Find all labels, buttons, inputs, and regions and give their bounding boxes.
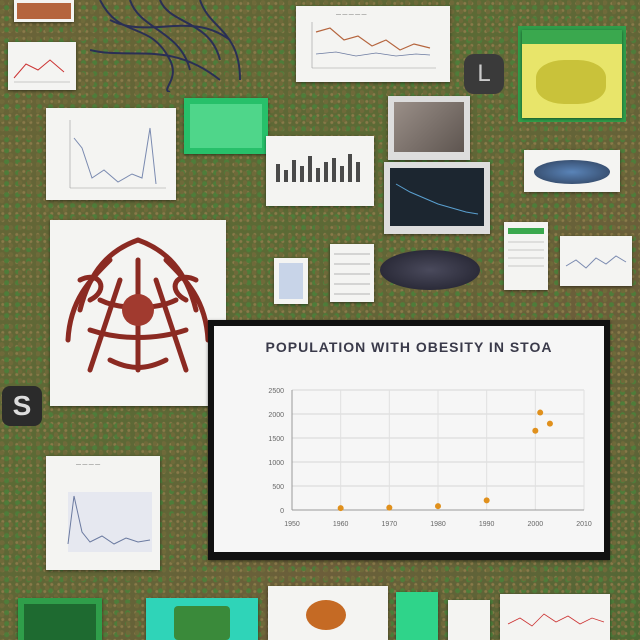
vine-illustration bbox=[90, 0, 250, 92]
s-logo-badge: S bbox=[2, 386, 42, 426]
main-chart-panel: POPULATION WITH OBESITY IN STOA 0 500 1000… bbox=[214, 326, 604, 552]
thumbnail-bottom-3 bbox=[268, 586, 388, 640]
thumbnail-bottom-6 bbox=[500, 594, 610, 640]
thumbnail-table-card bbox=[330, 244, 374, 302]
data-point bbox=[537, 409, 544, 416]
y-tick-label: 1500 bbox=[268, 436, 284, 443]
y-tick-label: 1000 bbox=[268, 460, 284, 467]
x-tick-label: 1950 bbox=[284, 521, 300, 528]
x-tick-label: 1990 bbox=[479, 521, 495, 528]
thumbnail-area-chart-left: — — — — bbox=[46, 456, 160, 570]
thumbnail-monitor-photo bbox=[388, 96, 470, 160]
thumbnail-small-card bbox=[274, 258, 308, 304]
thumbnail-dark-monitor bbox=[384, 162, 490, 234]
l-logo-badge: L bbox=[464, 54, 504, 94]
x-tick-label: 1960 bbox=[333, 521, 349, 528]
data-point bbox=[435, 503, 441, 510]
thumbnail-chart-top-left bbox=[8, 42, 76, 90]
x-tick-label: 1970 bbox=[382, 521, 398, 528]
data-point bbox=[386, 504, 393, 511]
thumbnail-spike-chart-left bbox=[46, 108, 176, 200]
thumbnail-bottom-1 bbox=[18, 598, 102, 640]
thumbnail-line-chart-right bbox=[560, 236, 632, 286]
main-chart-monitor: POPULATION WITH OBESITY IN STOA 0 500 1000… bbox=[208, 320, 610, 560]
mitochondria-image bbox=[380, 250, 480, 290]
data-point bbox=[546, 420, 553, 427]
thumbnail-slide-top-right bbox=[522, 30, 622, 118]
thumbnail-bottom-5 bbox=[448, 600, 490, 640]
thumbnail-bar-card bbox=[266, 136, 374, 206]
x-tick-label: 2000 bbox=[528, 521, 544, 528]
thumbnail-photo-top-left bbox=[14, 0, 74, 22]
y-tick-label: 500 bbox=[272, 484, 284, 491]
thumbnail-green-slide bbox=[184, 98, 268, 154]
data-point bbox=[483, 497, 490, 504]
thumbnail-bottom-4 bbox=[396, 592, 438, 640]
data-point bbox=[337, 505, 344, 512]
x-tick-label: 2010 bbox=[576, 521, 592, 528]
y-tick-label: 2500 bbox=[268, 388, 284, 395]
scatter-plot: 0 500 1000 1500 2000 2500 1950 1960 1970 1980 1990… bbox=[268, 388, 592, 528]
svg-text:— — — — —: — — — — — bbox=[336, 12, 367, 18]
svg-text:— — — —: — — — — bbox=[76, 462, 100, 468]
y-tick-label: 2000 bbox=[268, 412, 284, 419]
y-tick-label: 0 bbox=[280, 508, 284, 515]
chart-title: POPULATION WITH OBESITY IN STOA bbox=[265, 339, 553, 355]
x-tick-label: 1980 bbox=[430, 521, 446, 528]
thumbnail-line-chart-top: — — — — — bbox=[296, 6, 450, 82]
data-point bbox=[532, 427, 539, 434]
thumbnail-lens-image bbox=[524, 150, 620, 192]
thumbnail-document-right bbox=[504, 222, 548, 290]
organ-illustration-card bbox=[50, 220, 226, 406]
thumbnail-bottom-2 bbox=[146, 598, 258, 640]
